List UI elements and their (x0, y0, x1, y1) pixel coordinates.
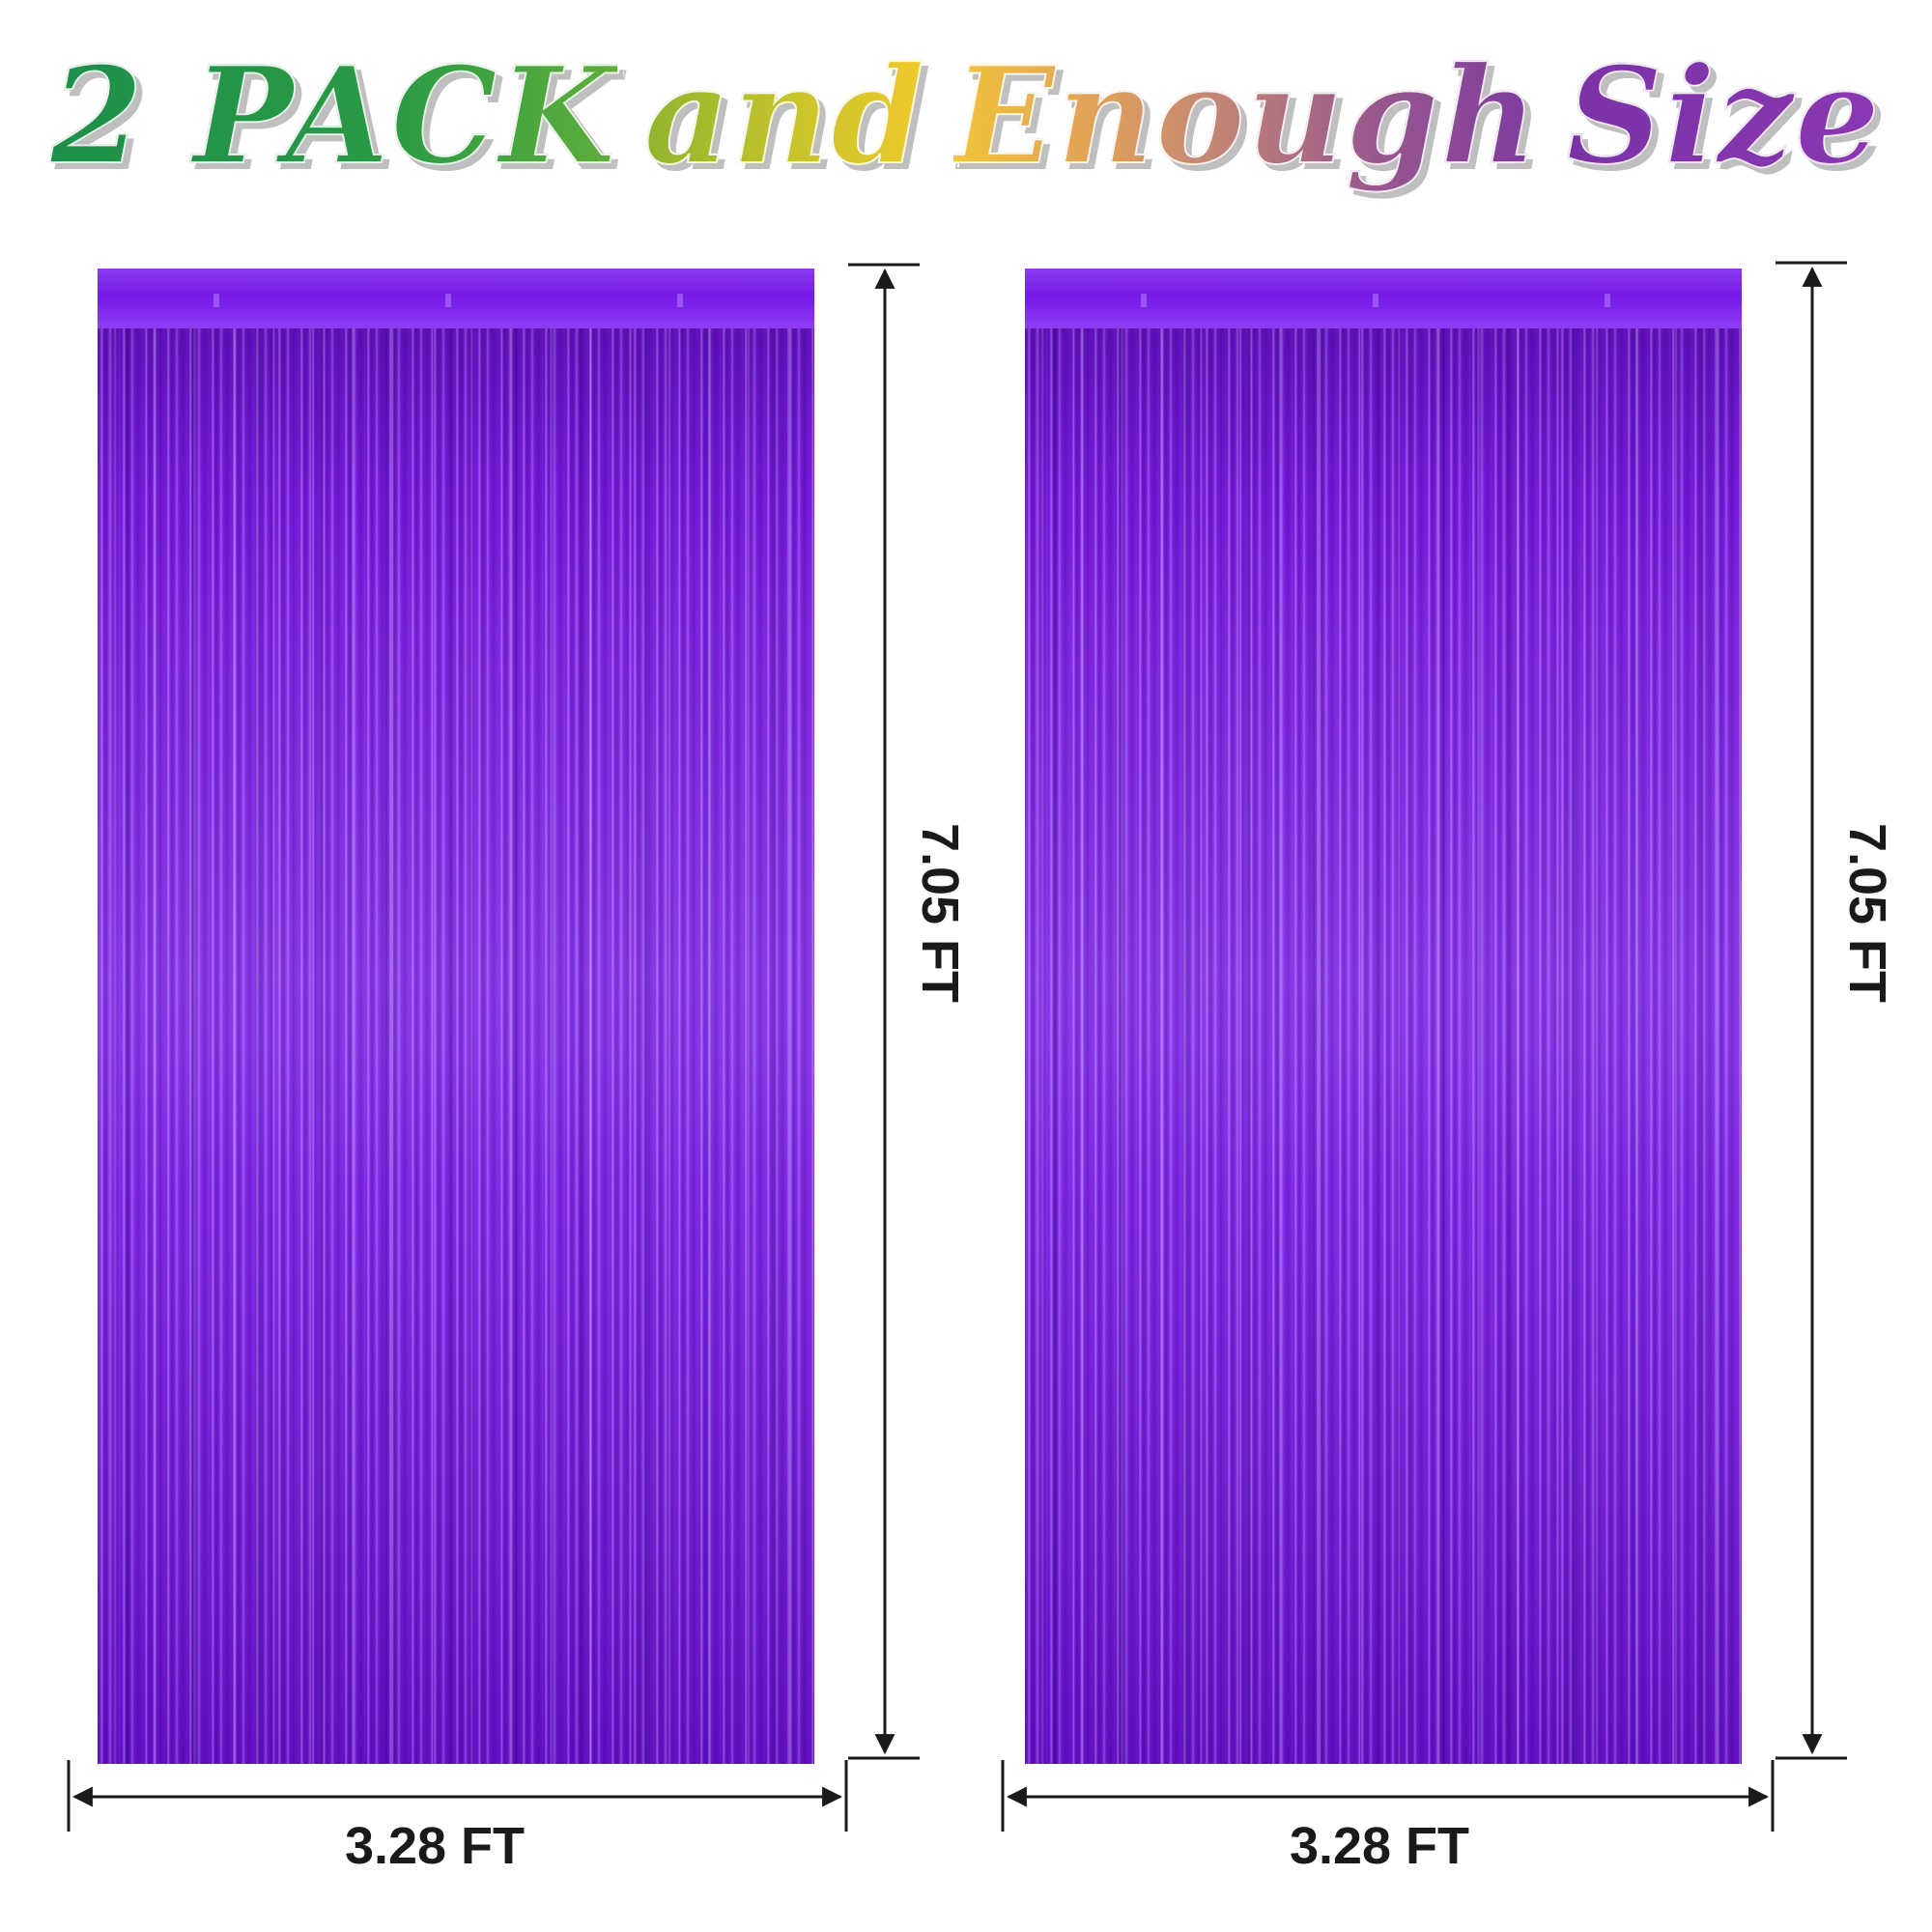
curtain-header-band (1025, 269, 1742, 328)
headline-size: Size (1566, 37, 1882, 194)
curtain-left (98, 269, 814, 1764)
curtain-fringe (1025, 328, 1742, 1764)
height-label-right: 7.05 FT (1838, 822, 1896, 1004)
headline-and: and (643, 37, 926, 194)
curtain-header-band (98, 269, 814, 328)
curtain-right (1025, 269, 1742, 1764)
width-label-left: 3.28 FT (344, 1817, 526, 1875)
curtain-fringe (98, 328, 814, 1764)
headline: 2 PACK and Enough Size (0, 37, 1932, 194)
headline-enough: Enough (952, 37, 1540, 194)
headline-2-pack: 2 PACK (49, 37, 617, 194)
width-label-right: 3.28 FT (1289, 1817, 1470, 1875)
height-label-left: 7.05 FT (911, 822, 969, 1004)
